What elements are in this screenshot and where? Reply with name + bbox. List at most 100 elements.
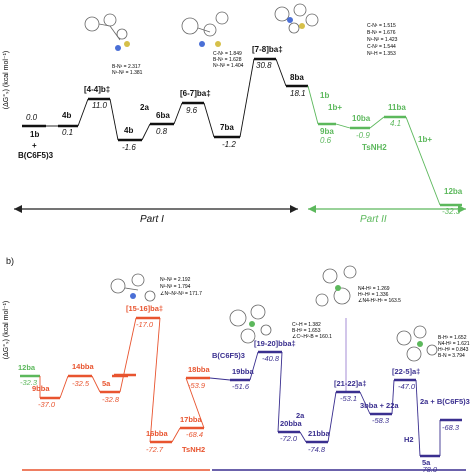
value-9bba: -37.0 xyxy=(38,400,56,409)
value-12ba: -32.3 xyxy=(442,207,461,216)
label-ts-6-7: [6-7]ba‡ xyxy=(180,89,211,98)
molecule-sketch-b1 xyxy=(110,273,156,302)
panel-a-black-connectors xyxy=(46,58,287,141)
value-ts-22-5: -47.0 xyxy=(398,382,416,391)
value-ts-6-7: 9.6 xyxy=(186,106,198,115)
geometry-note-b3-line3: ∠N4-H²-H¹ = 163.5 xyxy=(358,298,401,304)
geometry-note-a2-line2: B-N¹ = 1.628 xyxy=(213,57,242,63)
molecule-sketch-a2 xyxy=(181,11,229,47)
geometry-note-b1-line2: N²-N³ = 1.794 xyxy=(160,284,191,290)
geometry-note-a3-line1: C-N¹ = 1.515 xyxy=(367,23,396,29)
value-ts-19-20: -40.8 xyxy=(262,354,280,363)
label-ts-22-5: [22-5]a‡ xyxy=(392,367,420,376)
label-b-c6f5-3-b: B(C6F5)3 xyxy=(212,351,245,360)
label-4b: 4b xyxy=(124,126,133,135)
label-ts-19-20: [19-20]bba‡ xyxy=(254,339,296,348)
value-10ba: -0.9 xyxy=(356,131,370,140)
geometry-note-b3-line2: H¹-H² = 1.336 xyxy=(358,292,389,298)
value-21bba: -74.8 xyxy=(308,445,326,454)
label-ts-7-8: [7-8]ba‡ xyxy=(252,45,283,54)
label-12ba-b: 12ba xyxy=(18,363,36,372)
geometry-note-b2-line1: C¹-H = 1.382 xyxy=(292,322,321,328)
label-11ba: 11ba xyxy=(388,103,406,112)
label-2a-a: 2a xyxy=(140,103,149,112)
value-ts-4-4: 11.0 xyxy=(92,101,108,110)
geometry-note-b3-line1: N4-H² = 1.269 xyxy=(358,286,390,292)
part-i-arrow xyxy=(14,205,298,213)
value-4b: -1.6 xyxy=(122,143,136,152)
label-h2: H2 xyxy=(404,435,414,444)
label-19bba: 19bba xyxy=(232,367,255,376)
label-ts-21-22: [21-22]a‡ xyxy=(334,379,367,388)
panel-b-y-axis-label: (ΔG°ₛ) (kcal mol⁻¹) xyxy=(2,301,10,360)
geometry-note-b2-line3: ∠C¹-H²-B = 160.1 xyxy=(292,334,332,340)
label-16bba: 16bba xyxy=(146,429,169,438)
label-1b-plus-green-2: 1b+ xyxy=(418,135,432,144)
label-ts-15-16: [15-16]ba‡ xyxy=(126,304,163,313)
panel-b-navy-connectors xyxy=(209,351,441,457)
geometry-note-b1-line1: N¹-N² = 2.192 xyxy=(160,277,191,283)
value-2a-bc6f5: -68.3 xyxy=(442,423,460,432)
label-12ba: 12ba xyxy=(444,187,463,196)
label-3bba-22a: 3bba + 22a xyxy=(360,401,399,410)
label-1b-green: 1b xyxy=(320,91,329,100)
label-ts-4-4: [4-4]b‡ xyxy=(84,85,110,94)
molecule-sketch-b4 xyxy=(396,325,438,362)
label-2a-b: 2a xyxy=(296,411,305,420)
label-10ba: 10ba xyxy=(352,114,371,123)
geometry-note-b4-line4: B-N = 3.794 xyxy=(438,353,465,359)
geometry-note-b4-line2: N4-H² = 1.621 xyxy=(438,341,470,347)
label-18bba: 18bba xyxy=(188,365,211,374)
part-ii-label: Part II xyxy=(360,214,387,225)
value-19bba: -51.6 xyxy=(232,382,250,391)
label-9ba: 9ba xyxy=(320,127,334,136)
geometry-note-b1-line3: ∠N¹-N²-N³ = 171.7 xyxy=(160,291,202,297)
value-5a-red: -32.8 xyxy=(102,395,120,404)
molecule-sketch-a3 xyxy=(274,3,319,34)
panel-b-letter: b) xyxy=(6,256,14,266)
value-12ba-b: -32.3 xyxy=(20,378,38,387)
value-7ba: -1.2 xyxy=(222,140,236,149)
panel-a-y-axis-label: (ΔG°ₛ) (kcal mol⁻¹) xyxy=(2,51,10,110)
value-16bba: -72.7 xyxy=(146,445,164,454)
label-14bba: 14bba xyxy=(72,362,95,371)
geometry-note-b4-line3: H¹-H² = 0.843 xyxy=(438,347,469,353)
label-5a-navy: 5a xyxy=(422,458,431,467)
geometry-note-a3-line4: C-N² = 1.544 xyxy=(367,44,396,50)
label-7ba: 7ba xyxy=(220,123,234,132)
label-b-c6f5-3: B(C6F5)3 xyxy=(18,151,54,160)
value-1b: 0.0 xyxy=(26,113,38,122)
label-17bba: 17bba xyxy=(180,415,203,424)
panel-a-green-connectors xyxy=(307,85,441,206)
geometry-note-a3-line3: N¹-N² = 1.423 xyxy=(367,37,398,43)
panel-b-navy-levels xyxy=(230,350,462,458)
label-5a-red: 5a xyxy=(102,379,111,388)
label-plus: + xyxy=(32,141,37,150)
value-6ba: 0.8 xyxy=(156,127,168,136)
value-9ba: 0.6 xyxy=(320,136,332,145)
panel-a-black-levels xyxy=(22,57,308,142)
molecule-sketch-a1 xyxy=(84,13,130,51)
value-3bba-22a: -58.3 xyxy=(372,416,390,425)
molecule-sketch-b2 xyxy=(229,304,272,344)
value-8ba: 18.1 xyxy=(290,89,306,98)
value-11ba: 4.1 xyxy=(390,119,401,128)
panel-a-green-levels xyxy=(318,115,462,207)
part-ii-arrow xyxy=(308,205,466,213)
geometry-note-a1-line1: B-N¹ = 2.317 xyxy=(112,64,141,70)
label-1b: 1b xyxy=(30,130,39,139)
label-8ba: 8ba xyxy=(290,73,304,82)
value-18bba: -53.9 xyxy=(188,381,206,390)
geometry-note-a3-line2: B-N¹ = 1.676 xyxy=(367,30,396,36)
value-ts-15-16: -17.0 xyxy=(136,320,154,329)
label-20bba: 20bba xyxy=(280,419,303,428)
geometry-note-a2-line1: C-N¹ = 1.849 xyxy=(213,51,242,57)
geometry-note-a1-line2: N¹-N² = 1.381 xyxy=(112,70,143,76)
part-i-label: Part I xyxy=(140,214,164,225)
panel-b-red-connectors xyxy=(39,317,205,443)
geometry-note-b4-line1: B-H¹ = 1.652 xyxy=(438,335,467,341)
label-9bba: 9bba xyxy=(32,384,50,393)
label-tsnh2-a: TsNH2 xyxy=(362,143,387,152)
value-ts-7-8: 30.8 xyxy=(256,61,272,70)
